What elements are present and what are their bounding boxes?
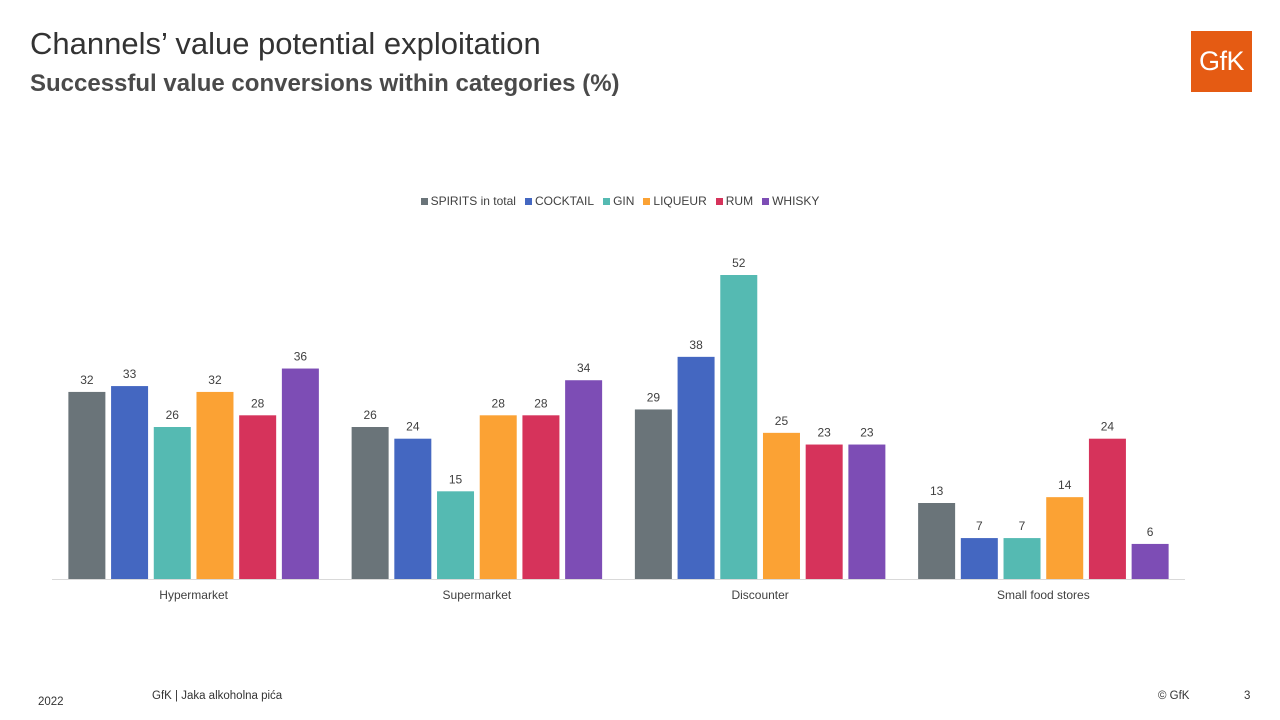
data-label: 24 xyxy=(406,420,420,434)
legend-label: WHISKY xyxy=(772,194,820,208)
chart-legend: SPIRITS in total COCKTAIL GIN LIQUEUR RUM WHI… xyxy=(0,194,1240,208)
bar xyxy=(677,356,715,579)
bar xyxy=(1131,543,1169,579)
legend-swatch xyxy=(762,197,770,205)
bar xyxy=(394,438,432,579)
gfk-logo: GfK xyxy=(1191,31,1252,92)
footer-copyright: © GfK xyxy=(1158,690,1190,702)
footer-year: 2022 xyxy=(38,696,64,708)
data-label: 28 xyxy=(534,396,548,410)
data-label: 33 xyxy=(123,367,137,381)
data-label: 29 xyxy=(647,390,661,404)
legend-item: LIQUEUR xyxy=(643,194,707,208)
data-label: 7 xyxy=(976,519,983,533)
legend-item: SPIRITS in total xyxy=(420,194,516,208)
bar xyxy=(565,380,603,579)
data-label: 36 xyxy=(294,350,308,364)
bar xyxy=(111,386,149,579)
legend-swatch xyxy=(643,197,651,205)
chart-subtitle: Successful value conversions within cate… xyxy=(30,70,620,97)
category-label: Small food stores xyxy=(997,588,1090,602)
data-label: 28 xyxy=(251,396,265,410)
data-label: 23 xyxy=(860,426,874,440)
bar xyxy=(1046,497,1084,579)
bar xyxy=(805,444,843,579)
category-label: Supermarket xyxy=(443,588,512,602)
chart-title: Channels’ value potential exploitation xyxy=(30,26,541,61)
legend-label: RUM xyxy=(725,194,754,208)
legend-item: WHISKY xyxy=(762,194,819,208)
bar xyxy=(281,368,319,579)
bar xyxy=(720,275,758,579)
bar xyxy=(351,427,389,579)
legend-swatch xyxy=(420,197,428,205)
data-label: 26 xyxy=(166,408,180,422)
data-label: 52 xyxy=(732,256,746,270)
bar xyxy=(68,391,106,579)
data-label: 24 xyxy=(1101,420,1115,434)
legend-label: SPIRITS in total xyxy=(430,194,516,208)
bar xyxy=(918,503,956,579)
data-label: 38 xyxy=(689,338,703,352)
bar xyxy=(196,391,234,579)
bar xyxy=(762,432,800,579)
data-label: 25 xyxy=(775,414,789,428)
legend-swatch xyxy=(524,197,532,205)
data-label: 14 xyxy=(1058,478,1072,492)
legend-label: COCKTAIL xyxy=(534,194,595,208)
legend-label: LIQUEUR xyxy=(653,194,707,208)
bar xyxy=(848,444,886,579)
data-label: 13 xyxy=(930,484,944,498)
legend-item: GIN xyxy=(603,194,634,208)
category-label: Hypermarket xyxy=(159,588,228,602)
data-label: 28 xyxy=(492,396,506,410)
bar xyxy=(239,415,277,579)
data-label: 15 xyxy=(449,472,463,486)
bar xyxy=(479,415,517,579)
legend-item: COCKTAIL xyxy=(524,194,595,208)
legend-label: GIN xyxy=(613,194,635,208)
data-label: 6 xyxy=(1147,525,1154,539)
data-label: 26 xyxy=(363,408,377,422)
page-number: 3 xyxy=(1244,690,1251,702)
data-label: 7 xyxy=(1019,519,1026,533)
data-label: 34 xyxy=(577,361,591,375)
legend-swatch xyxy=(715,197,723,205)
bar xyxy=(1088,438,1126,579)
legend-swatch xyxy=(603,197,611,205)
footer-source: GfK | Jaka alkoholna pića xyxy=(152,690,283,702)
bar xyxy=(960,538,998,579)
legend-item: RUM xyxy=(715,194,754,208)
bar xyxy=(634,409,672,579)
data-label: 23 xyxy=(817,426,831,440)
data-label: 32 xyxy=(208,373,222,387)
data-label: 32 xyxy=(80,373,94,387)
bar xyxy=(153,427,191,579)
bar xyxy=(1003,538,1041,579)
category-label: Discounter xyxy=(731,588,788,602)
bar xyxy=(437,491,475,579)
bar xyxy=(522,415,560,579)
